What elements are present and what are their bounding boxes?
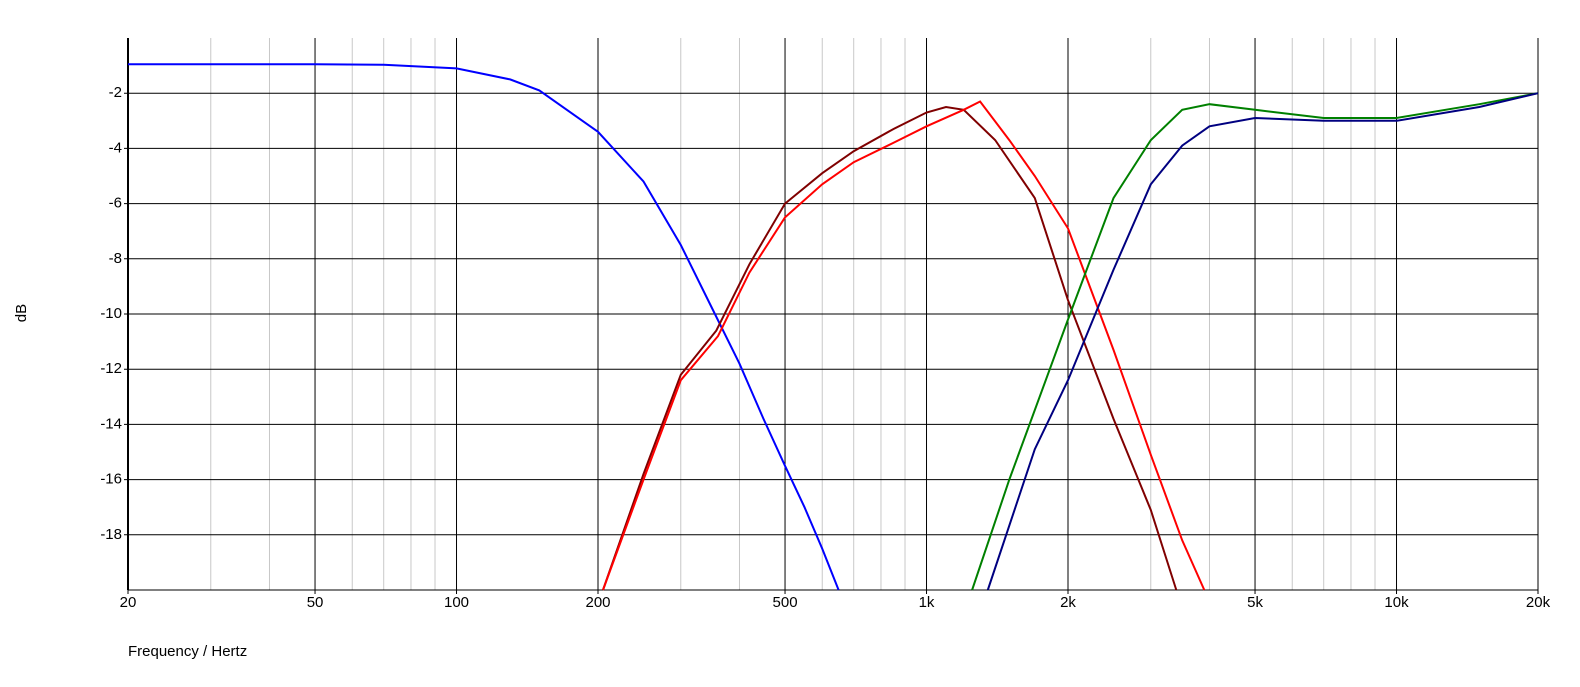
y-tick-label: -12: [100, 360, 122, 377]
y-tick-label: -4: [109, 139, 122, 156]
series-line: [128, 63, 840, 591]
y-tick-label: -16: [100, 471, 122, 488]
x-tick-label: 2k: [1060, 594, 1076, 611]
x-tick-label: 1k: [919, 594, 935, 611]
x-tick-label: 20: [120, 594, 137, 611]
x-tick-label: 200: [585, 594, 610, 611]
x-tick-label: 20k: [1526, 594, 1551, 611]
series-line: [602, 105, 1178, 591]
x-axis-label: Frequency / Hertz: [128, 643, 247, 660]
y-tick-label: -2: [109, 84, 122, 101]
y-tick-label: -6: [109, 195, 122, 212]
y-tick-label: -10: [100, 305, 122, 322]
x-tick-label: 10k: [1384, 594, 1409, 611]
series-line: [986, 92, 1539, 591]
y-axis-label: dB: [13, 304, 30, 322]
x-tick-label: 100: [444, 594, 469, 611]
series-line: [602, 100, 1206, 591]
series-line: [971, 92, 1539, 591]
x-tick-label: 500: [773, 594, 798, 611]
x-tick-label: 50: [307, 594, 324, 611]
y-tick-label: -8: [109, 250, 122, 267]
y-tick-label: -18: [100, 526, 122, 543]
y-tick-label: -14: [100, 415, 122, 432]
x-tick-label: 5k: [1247, 594, 1263, 611]
